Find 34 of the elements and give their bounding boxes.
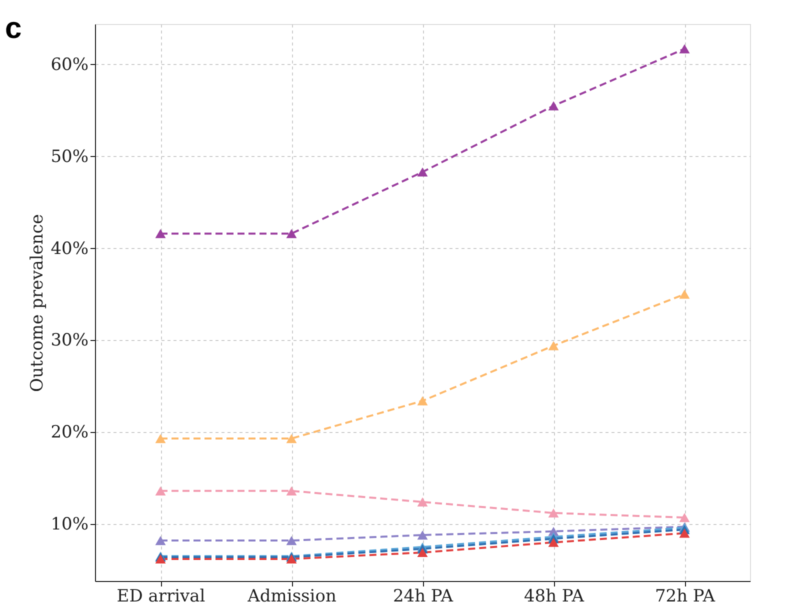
point xyxy=(679,513,690,522)
x-tick-label: 24h PA xyxy=(392,586,454,606)
y-tick-label: 10% xyxy=(50,514,88,535)
point xyxy=(286,434,297,444)
point xyxy=(417,497,428,506)
point xyxy=(286,536,297,546)
point xyxy=(417,396,428,406)
point xyxy=(155,229,166,238)
y-tick-label: 60% xyxy=(50,54,88,75)
point xyxy=(155,434,166,444)
point xyxy=(679,290,690,299)
text: c xyxy=(5,12,22,45)
point xyxy=(548,538,559,547)
point xyxy=(155,536,166,546)
y-tick-label: 30% xyxy=(50,330,88,351)
x-tick-label: 48h PA xyxy=(524,586,585,606)
x-tick-label: Admission xyxy=(246,586,336,606)
point xyxy=(417,530,428,540)
x-tick-label: ED arrival xyxy=(116,586,206,606)
point xyxy=(417,167,428,177)
x-tick-label: 72h PA xyxy=(654,586,716,606)
point xyxy=(679,528,690,538)
y-tick-label: 40% xyxy=(50,238,88,259)
point xyxy=(155,486,166,496)
point xyxy=(548,341,559,350)
point xyxy=(548,101,559,110)
y-tick-label: 20% xyxy=(50,422,88,443)
point xyxy=(548,508,559,518)
point xyxy=(286,486,297,496)
point xyxy=(679,44,690,54)
y-tick-label: 50% xyxy=(50,146,88,167)
y-axis-title: Outcome prevalence xyxy=(28,214,48,392)
point xyxy=(286,229,297,238)
point xyxy=(417,548,428,558)
